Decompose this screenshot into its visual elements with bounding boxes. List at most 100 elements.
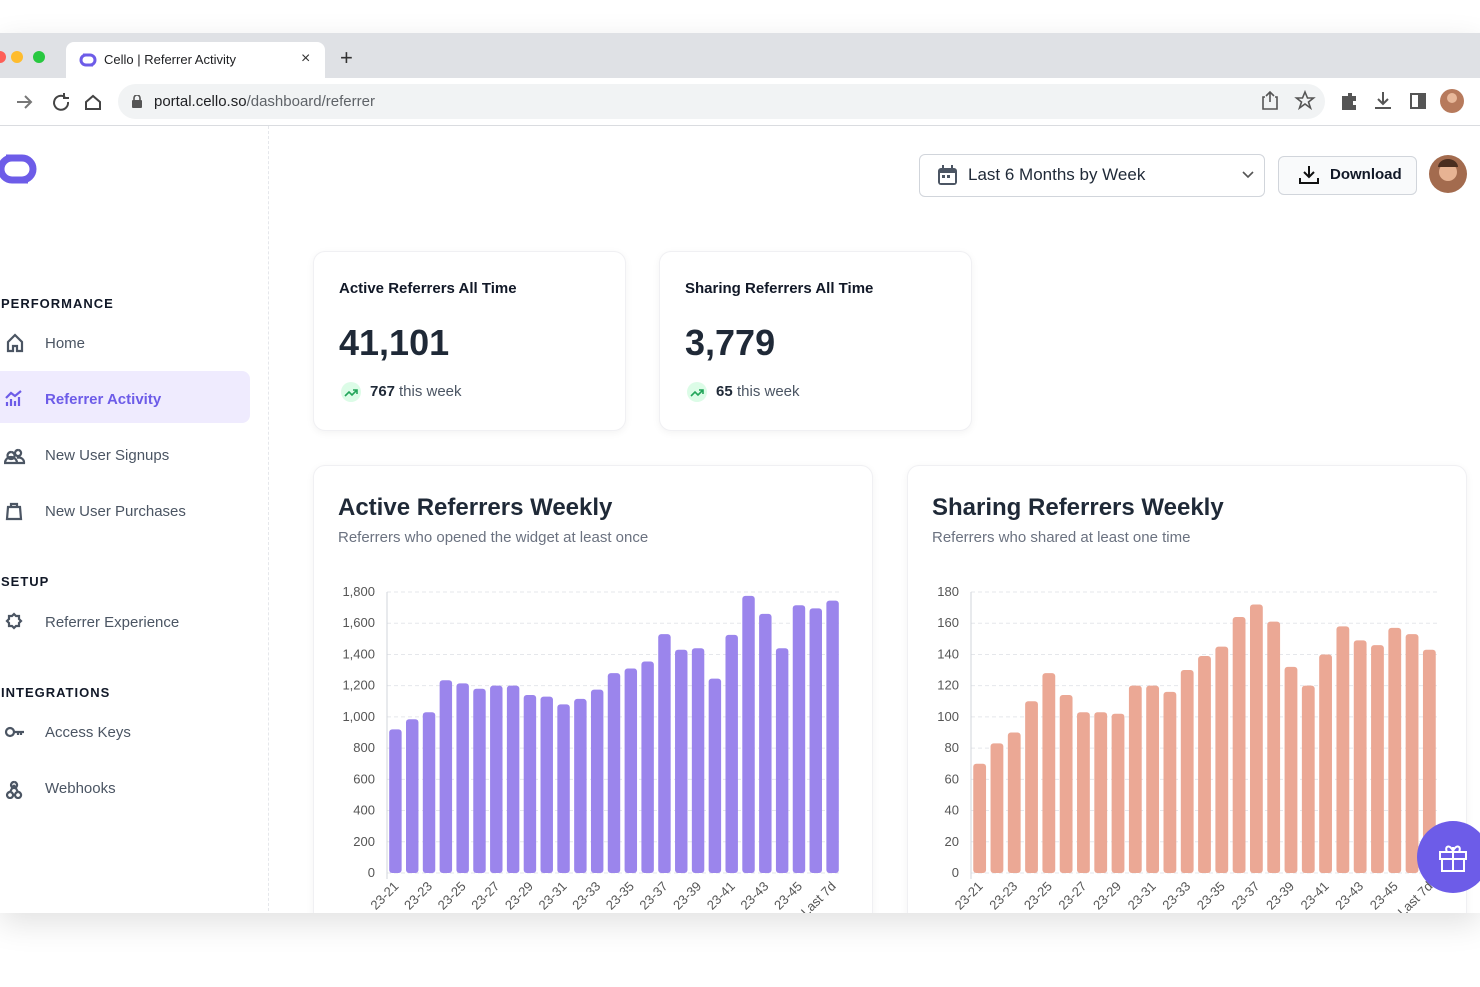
address-bar[interactable]: portal.cello.so/dashboard/referrer (118, 84, 1325, 119)
nav-item[interactable]: New User Signups (0, 442, 250, 472)
nav-icon (5, 502, 23, 521)
x-tick-label: 23-27 (1055, 879, 1089, 913)
tab-strip: Cello | Referrer Activity × + (0, 33, 1480, 78)
bar (1405, 634, 1419, 873)
bar (1267, 621, 1281, 873)
y-tick-label: 140 (937, 646, 959, 661)
icon-shape (6, 333, 24, 353)
section-title: INTEGRATIONS (1, 685, 111, 700)
bar (439, 680, 453, 873)
period-select[interactable]: Last 6 Months by Week (919, 154, 1265, 197)
nav-label: Referrer Activity (45, 391, 162, 408)
avatar[interactable] (1429, 155, 1469, 195)
chart-title: Active Referrers Weekly (338, 494, 613, 521)
chart-card: Sharing Referrers Weekly Referrers who sh… (907, 465, 1467, 913)
bar (759, 613, 772, 873)
bar (973, 763, 987, 873)
x-tick-label: 23-21 (367, 879, 401, 913)
download-label: Download (1330, 166, 1402, 183)
bar (1007, 732, 1021, 873)
bar (1284, 666, 1298, 873)
bar (1146, 685, 1160, 873)
nav-icon (4, 448, 26, 465)
bar (725, 634, 738, 873)
bar (1249, 604, 1263, 873)
y-tick-label: 600 (353, 771, 375, 786)
trend-bg (341, 382, 361, 402)
x-tick-label: 23-39 (1263, 879, 1297, 913)
x-tick-label: 23-27 (468, 879, 502, 913)
nav-label: Webhooks (45, 780, 116, 797)
nav-item[interactable]: Access Keys (0, 719, 250, 749)
bar (1422, 649, 1436, 873)
nav-label: New User Signups (45, 447, 170, 464)
nav-label: New User Purchases (45, 503, 186, 520)
y-tick-label: 1,200 (342, 678, 375, 693)
nav-icon (6, 333, 24, 353)
x-tick-label: 23-43 (1332, 879, 1366, 913)
period-label: Last 6 Months by Week (968, 165, 1146, 184)
bar (1059, 695, 1073, 873)
bar (1232, 616, 1246, 873)
icon-shape (5, 390, 22, 406)
icon-shape (4, 448, 26, 465)
x-tick-label: 23-37 (636, 879, 670, 913)
x-tick-label: 23-31 (536, 879, 570, 913)
nav-buttons[interactable] (12, 90, 112, 114)
section-title: SETUP (1, 574, 50, 589)
bar (990, 743, 1004, 873)
bar (1128, 685, 1142, 873)
nav-item[interactable]: Referrer Activity (0, 386, 250, 416)
bar (1198, 656, 1211, 873)
x-tick-label: 23-29 (502, 879, 536, 913)
download-button[interactable]: Download (1278, 156, 1417, 195)
active-tab[interactable]: Cello | Referrer Activity × (66, 42, 325, 78)
bar (1388, 627, 1402, 873)
toolbar-icons[interactable] (1258, 88, 1468, 116)
icon-shape (5, 780, 23, 799)
bar (675, 649, 688, 873)
gift-button[interactable] (1416, 820, 1480, 894)
nav-icon (4, 726, 24, 738)
trend-icon (687, 382, 707, 402)
y-tick-label: 200 (353, 834, 375, 849)
y-tick-label: 1,000 (342, 709, 375, 724)
nav-item[interactable]: Referrer Experience (0, 609, 250, 639)
favicon (79, 53, 97, 67)
x-tick-label: 23-25 (1021, 879, 1055, 913)
nav-label: Home (45, 335, 86, 352)
stat-value: 41,101 (339, 322, 450, 363)
bar (422, 712, 436, 873)
download-icon (1299, 166, 1319, 184)
close-tab[interactable]: × (301, 50, 311, 67)
y-tick-label: 180 (937, 584, 959, 599)
stat-change-label: this week (737, 383, 800, 400)
bar (1301, 685, 1315, 873)
chart-subtitle: Referrers who opened the widget at least… (338, 529, 649, 546)
bar (641, 661, 654, 873)
y-tick-label: 20 (945, 834, 959, 849)
nav-icon (5, 780, 23, 799)
nav-item[interactable]: Webhooks (0, 775, 250, 805)
bar (506, 685, 520, 873)
x-tick-label: 23-39 (670, 879, 704, 913)
stat-card: Sharing Referrers All Time 3,779 65 this we… (659, 251, 972, 431)
new-tab[interactable]: + (340, 45, 353, 70)
x-tick-label: 23-41 (704, 879, 738, 913)
y-tick-label: 0 (368, 865, 375, 880)
bar (607, 673, 621, 873)
y-tick-label: 40 (945, 803, 959, 818)
y-tick-label: 1,400 (342, 646, 375, 661)
bar (540, 696, 553, 873)
chart-title: Sharing Referrers Weekly (932, 494, 1224, 521)
bar (523, 695, 537, 873)
y-tick-label: 1,600 (342, 615, 375, 630)
bar (742, 595, 755, 873)
nav-item[interactable]: New User Purchases (0, 498, 250, 528)
bar (775, 648, 789, 873)
bar (1163, 691, 1177, 873)
bar (473, 688, 486, 873)
x-tick-label: 23-29 (1090, 879, 1124, 913)
nav-item[interactable]: Home (0, 330, 250, 360)
url-path: /dashboard/referrer (246, 93, 375, 110)
